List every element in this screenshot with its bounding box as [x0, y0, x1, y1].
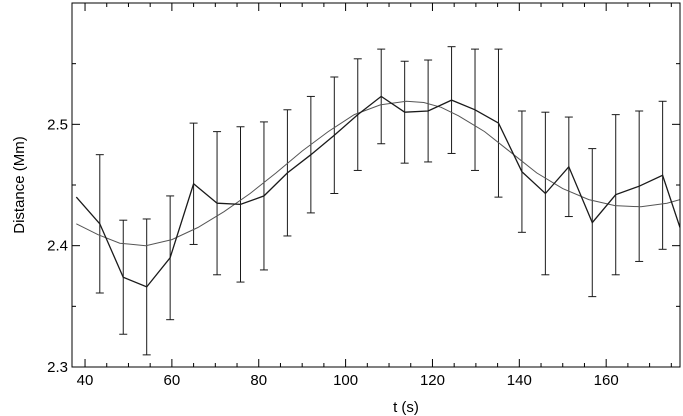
x-tick-label: 160: [594, 372, 619, 389]
y-tick-label: 2.3: [47, 359, 68, 376]
x-tick-label: 60: [164, 372, 181, 389]
x-tick-label: 40: [77, 372, 94, 389]
x-tick-label: 120: [420, 372, 445, 389]
y-tick-label: 2.5: [47, 116, 68, 133]
axis-ticks: 40 60 80 100 120 140 160 2.3 2.4 2.5: [47, 2, 680, 389]
x-axis-label: t (s): [393, 399, 419, 416]
plot-area: [75, 46, 680, 356]
y-tick-label: 2.4: [47, 238, 68, 255]
x-tick-label: 80: [250, 372, 267, 389]
plot-frame: [71, 2, 681, 368]
data-series-line: [75, 95, 680, 288]
y-axis-label: Distance (Mm): [11, 136, 28, 234]
x-tick-label: 140: [507, 372, 532, 389]
x-tick-label: 100: [333, 372, 358, 389]
fit-curve-line: [76, 100, 680, 247]
